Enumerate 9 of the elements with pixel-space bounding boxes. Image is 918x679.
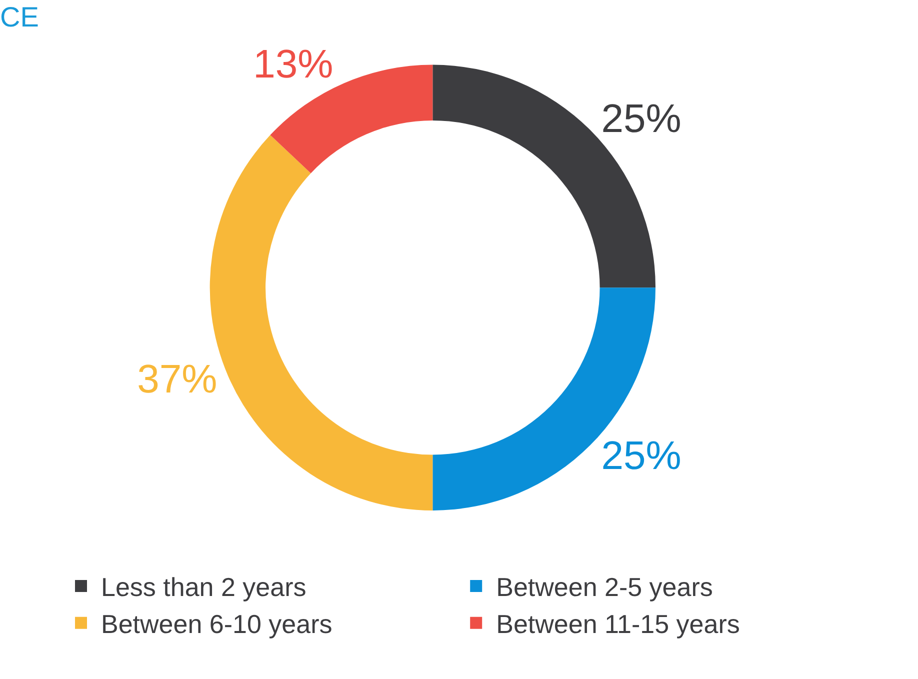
legend-label: Less than 2 years [101, 572, 306, 602]
data-label: 25% [601, 97, 682, 142]
data-label: 13% [253, 42, 334, 87]
data-label: 37% [137, 358, 218, 402]
data-label: 25% [601, 434, 682, 478]
legend-label: Between 11-15 years [496, 608, 740, 639]
chart-title: CE [0, 1, 39, 32]
legend-label: Between 6-10 years [101, 608, 332, 639]
legend-label: Between 2-5 years [496, 572, 713, 602]
